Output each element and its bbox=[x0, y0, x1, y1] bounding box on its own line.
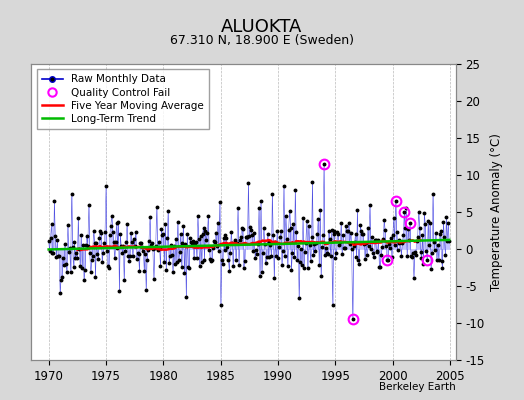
Y-axis label: Temperature Anomaly (°C): Temperature Anomaly (°C) bbox=[490, 133, 504, 291]
Text: ALUOKTA: ALUOKTA bbox=[221, 18, 303, 36]
Legend: Raw Monthly Data, Quality Control Fail, Five Year Moving Average, Long-Term Tren: Raw Monthly Data, Quality Control Fail, … bbox=[37, 69, 209, 129]
Text: Berkeley Earth: Berkeley Earth bbox=[379, 382, 456, 392]
Text: 67.310 N, 18.900 E (Sweden): 67.310 N, 18.900 E (Sweden) bbox=[170, 34, 354, 47]
